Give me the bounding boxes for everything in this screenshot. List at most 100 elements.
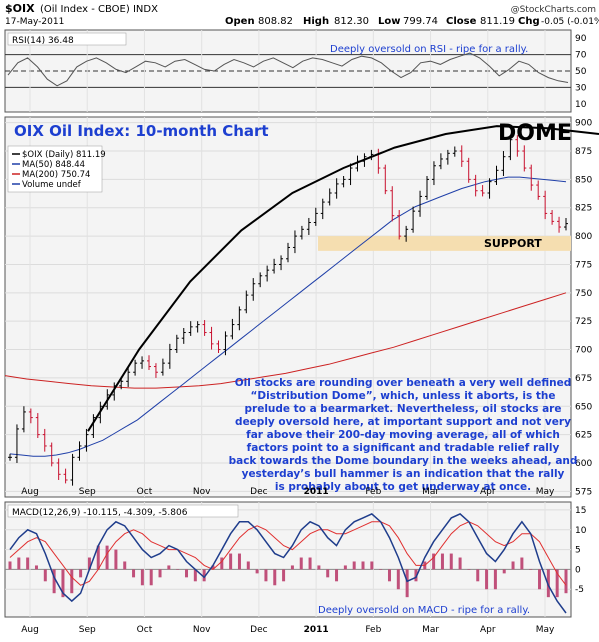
annotation-line: factors point to a significant and trada… xyxy=(247,442,560,454)
x-tick-label: Sep xyxy=(79,487,96,497)
rsi-tick-label: 50 xyxy=(575,67,587,77)
rsi-line xyxy=(7,52,569,87)
high-label: High xyxy=(303,16,329,27)
macd-histogram-bar xyxy=(132,569,136,578)
low-label: Low xyxy=(378,16,400,27)
macd-histogram-bar xyxy=(26,557,30,570)
x-tick-label: Nov xyxy=(193,487,211,497)
legend-entry: Volume undef xyxy=(22,180,82,190)
price-tick-label: 750 xyxy=(575,289,592,299)
macd-histogram-bar xyxy=(467,569,471,570)
macd-histogram-bar xyxy=(264,569,268,582)
macd-tick-label: 15 xyxy=(575,506,586,516)
macd-histogram-bar xyxy=(529,569,533,570)
macd-histogram-bar xyxy=(96,545,100,570)
macd-histogram-bar xyxy=(432,553,436,570)
macd-histogram-bar xyxy=(237,553,241,570)
macd-histogram-bar xyxy=(502,569,506,574)
macd-tick-label: -5 xyxy=(575,585,584,595)
x-tick-label: Apr xyxy=(480,487,496,497)
macd-histogram-bar xyxy=(79,569,83,578)
open-value: 808.82 xyxy=(258,16,293,27)
annotation-line: Oil stocks are rounding over beneath a v… xyxy=(235,377,572,389)
legend-entry: $OIX (Daily) 811.19 xyxy=(22,150,106,160)
chart-title: OIX Oil Index: 10-month Chart xyxy=(14,122,269,140)
macd-histogram-bar xyxy=(493,569,497,590)
price-tick-label: 675 xyxy=(575,374,592,384)
macd-histogram-bar xyxy=(308,557,312,570)
x-tick-label-bottom: Nov xyxy=(193,625,211,635)
x-tick-label: Dec xyxy=(250,487,267,497)
x-tick-label: Mar xyxy=(422,487,439,497)
macd-histogram-bar xyxy=(361,561,365,570)
annotation-line: back towards the Dome boundary in the we… xyxy=(229,455,578,467)
macd-line xyxy=(9,513,567,614)
annotation-line: far above their 200-day moving average, … xyxy=(246,429,560,441)
macd-tick-label: 0 xyxy=(575,565,581,575)
macd-histogram-bar xyxy=(379,569,383,570)
x-tick-label-bottom: May xyxy=(536,625,555,635)
x-tick-label-bottom: Aug xyxy=(21,625,39,635)
macd-tick-label: 5 xyxy=(575,546,581,556)
macd-histogram-bar xyxy=(326,569,330,578)
high-value: 812.30 xyxy=(334,16,369,27)
macd-histogram-bar xyxy=(52,569,56,594)
x-tick-label: Feb xyxy=(365,487,381,497)
macd-histogram-bar xyxy=(485,569,489,590)
symbol: $OIX xyxy=(5,2,35,15)
rsi-legend-box xyxy=(7,32,127,46)
x-tick-label-bottom: Sep xyxy=(79,625,96,635)
rsi-grid xyxy=(5,30,571,112)
macd-histogram-bar xyxy=(396,569,400,590)
price-tick-label: 850 xyxy=(575,175,592,185)
macd-histogram-bar xyxy=(273,569,277,586)
macd-histogram-bar xyxy=(158,569,162,578)
price-legend-box xyxy=(7,145,103,193)
ma200-line xyxy=(4,292,567,389)
x-tick-label: Aug xyxy=(21,487,39,497)
rsi-tick-label: 70 xyxy=(575,51,587,61)
macd-histogram-bar xyxy=(255,569,259,574)
macd-histogram-bar xyxy=(282,569,286,582)
macd-histogram-bar xyxy=(61,569,65,598)
symbol-name: (Oil Index - CBOE) INDX xyxy=(40,4,158,15)
dome-label: DOME xyxy=(498,121,572,146)
macd-legend-box xyxy=(7,504,239,518)
annotation-line: yesterday’s bull hammer is an indication… xyxy=(242,468,565,480)
macd-histogram-bar xyxy=(114,549,118,570)
price-tick-label: 600 xyxy=(575,459,592,469)
macd-histogram-bar xyxy=(440,553,444,570)
chart-annotation: Oil stocks are rounding over beneath a v… xyxy=(229,377,578,493)
macd-histogram-bar xyxy=(290,565,294,570)
macd-histogram-bar xyxy=(123,561,127,570)
macd-histogram-bar xyxy=(87,557,91,570)
open-label: Open xyxy=(225,16,255,27)
macd-histogram-bar xyxy=(17,557,21,570)
macd-histogram-bar xyxy=(317,565,321,570)
macd-histogram-bar xyxy=(449,553,453,570)
x-tick-label-bottom: Apr xyxy=(480,625,496,635)
macd-histogram xyxy=(8,545,568,598)
price-tick-label: 825 xyxy=(575,204,592,214)
x-tick-label: 2011 xyxy=(304,487,329,497)
macd-histogram-bar xyxy=(511,561,515,570)
price-tick-label: 700 xyxy=(575,346,592,356)
close-value: 811.19 xyxy=(480,16,515,27)
rsi-legend: RSI(14) 36.48 xyxy=(12,36,74,46)
macd-ticks: -5 0 5 10 15 xyxy=(575,506,587,595)
annotation-line: deeply oversold here, at important suppo… xyxy=(235,416,571,428)
price-tick-label: 625 xyxy=(575,431,592,441)
chg-value: -0.05 (-0.01%) xyxy=(541,17,599,27)
annotation-line: prelude to a bearmarket. Nevertheless, o… xyxy=(245,403,562,415)
x-tick-label-bottom: Mar xyxy=(422,625,439,635)
ma50-line xyxy=(9,176,567,457)
x-axis-labels: Aug Sep Oct Nov Dec 2011 Feb Mar Apr May xyxy=(21,487,555,497)
watermark: @StockCharts.com xyxy=(511,5,596,15)
macd-annotation: Deeply oversold on MACD - ripe for a ral… xyxy=(318,605,530,616)
macd-histogram-bar xyxy=(387,569,391,582)
macd-histogram-bar xyxy=(299,557,303,570)
macd-histogram-bar xyxy=(352,561,356,570)
low-value: 799.74 xyxy=(403,16,438,27)
